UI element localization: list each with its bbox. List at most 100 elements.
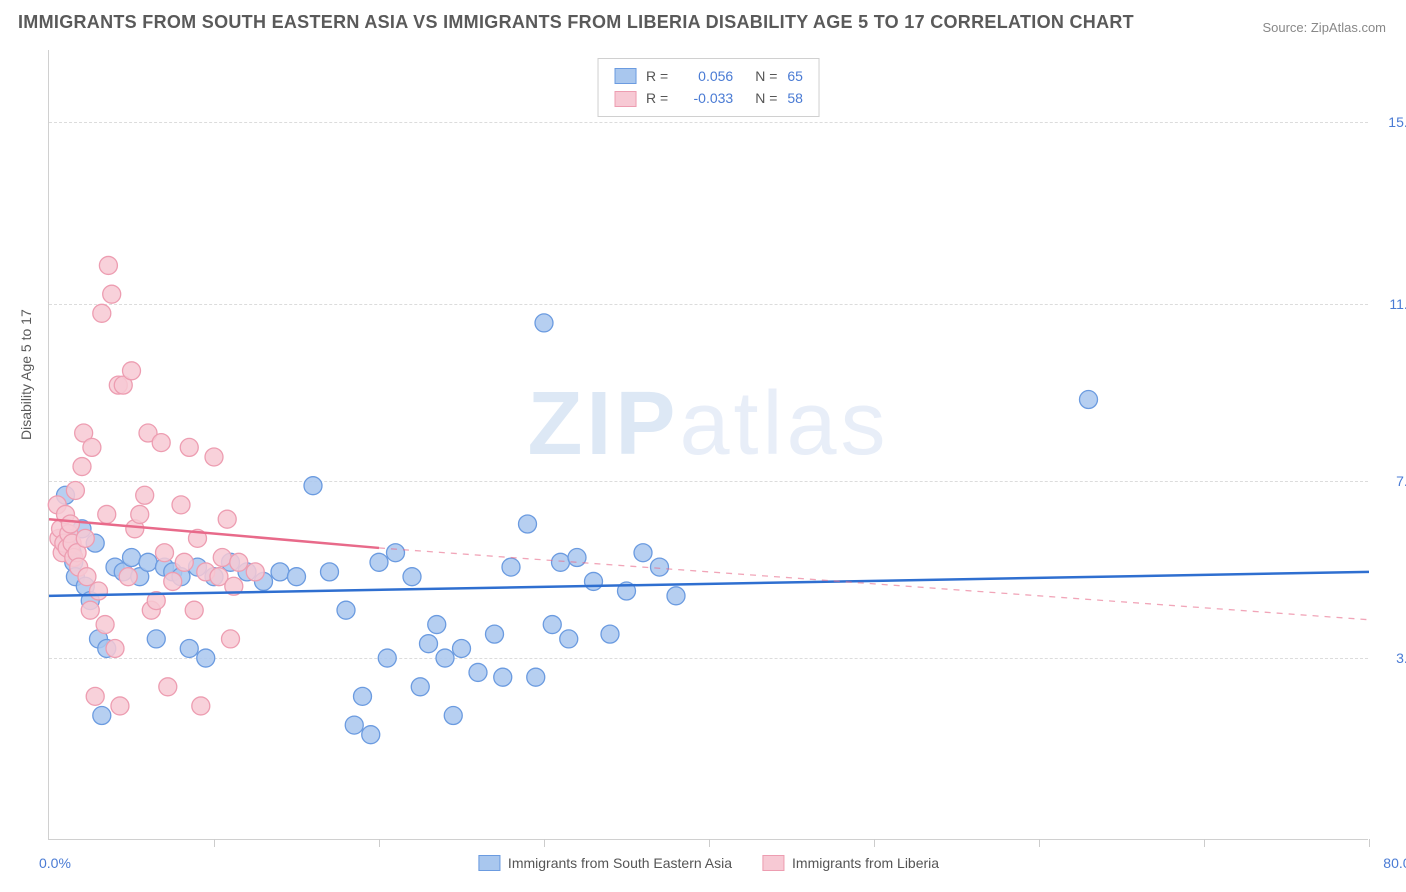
- scatter-point: [337, 601, 355, 619]
- x-tick: [1369, 839, 1370, 847]
- scatter-point: [197, 649, 215, 667]
- chart-canvas: [49, 50, 1368, 839]
- scatter-point: [180, 639, 198, 657]
- legend-swatch: [614, 91, 636, 107]
- scatter-point: [453, 639, 471, 657]
- scatter-point: [387, 544, 405, 562]
- scatter-point: [86, 687, 104, 705]
- scatter-point: [123, 362, 141, 380]
- scatter-point: [552, 553, 570, 571]
- scatter-point: [218, 510, 236, 528]
- series-legend-item: Immigrants from Liberia: [762, 855, 939, 871]
- scatter-point: [73, 458, 91, 476]
- scatter-point: [99, 256, 117, 274]
- scatter-point: [428, 616, 446, 634]
- x-tick: [214, 839, 215, 847]
- scatter-point: [185, 601, 203, 619]
- scatter-point: [213, 549, 231, 567]
- correlation-legend: R =0.056N =65R =-0.033N =58: [597, 58, 820, 117]
- scatter-point: [519, 515, 537, 533]
- scatter-point: [585, 572, 603, 590]
- scatter-point: [98, 505, 116, 523]
- scatter-point: [271, 563, 289, 581]
- y-tick-label: 3.8%: [1373, 650, 1406, 666]
- scatter-point: [103, 285, 121, 303]
- scatter-point: [370, 553, 388, 571]
- legend-swatch: [478, 855, 500, 871]
- scatter-point: [131, 505, 149, 523]
- x-tick: [1204, 839, 1205, 847]
- scatter-point: [321, 563, 339, 581]
- scatter-point: [486, 625, 504, 643]
- scatter-point: [494, 668, 512, 686]
- scatter-point: [139, 553, 157, 571]
- y-axis-label: Disability Age 5 to 17: [18, 309, 34, 440]
- scatter-point: [175, 553, 193, 571]
- x-tick: [874, 839, 875, 847]
- scatter-point: [304, 477, 322, 495]
- legend-row: R =-0.033N =58: [614, 87, 803, 109]
- trend-line-extrapolation: [379, 548, 1369, 620]
- series-legend: Immigrants from South Eastern Asia Immigr…: [478, 855, 939, 871]
- scatter-point: [444, 707, 462, 725]
- x-tick: [1039, 839, 1040, 847]
- scatter-point: [469, 663, 487, 681]
- scatter-point: [123, 549, 141, 567]
- scatter-point: [560, 630, 578, 648]
- x-tick: [379, 839, 380, 847]
- scatter-point: [96, 616, 114, 634]
- chart-title: IMMIGRANTS FROM SOUTH EASTERN ASIA VS IM…: [18, 12, 1134, 33]
- source-label: Source: ZipAtlas.com: [1262, 20, 1386, 35]
- scatter-point: [354, 687, 372, 705]
- y-tick-label: 15.0%: [1373, 114, 1406, 130]
- scatter-point: [527, 668, 545, 686]
- scatter-point: [222, 630, 240, 648]
- scatter-point: [403, 568, 421, 586]
- scatter-point: [1080, 391, 1098, 409]
- series-legend-item: Immigrants from South Eastern Asia: [478, 855, 732, 871]
- scatter-point: [180, 438, 198, 456]
- legend-r-label: R =: [646, 65, 668, 87]
- series-name: Immigrants from South Eastern Asia: [508, 855, 732, 871]
- scatter-point: [634, 544, 652, 562]
- legend-n-label: N =: [755, 65, 777, 87]
- scatter-point: [156, 544, 174, 562]
- scatter-point: [436, 649, 454, 667]
- scatter-point: [90, 582, 108, 600]
- scatter-point: [164, 572, 182, 590]
- scatter-point: [345, 716, 363, 734]
- scatter-point: [81, 601, 99, 619]
- x-tick: [709, 839, 710, 847]
- legend-swatch: [614, 68, 636, 84]
- scatter-point: [106, 639, 124, 657]
- scatter-point: [147, 630, 165, 648]
- scatter-point: [568, 549, 586, 567]
- scatter-point: [362, 726, 380, 744]
- scatter-point: [667, 587, 685, 605]
- legend-swatch: [762, 855, 784, 871]
- scatter-point: [535, 314, 553, 332]
- x-tick: [544, 839, 545, 847]
- scatter-point: [288, 568, 306, 586]
- legend-r-value: 0.056: [678, 65, 733, 87]
- legend-n-label: N =: [755, 87, 777, 109]
- scatter-point: [651, 558, 669, 576]
- scatter-point: [502, 558, 520, 576]
- x-axis-min-label: 0.0%: [39, 855, 71, 871]
- scatter-point: [61, 515, 79, 533]
- scatter-point: [411, 678, 429, 696]
- series-name: Immigrants from Liberia: [792, 855, 939, 871]
- legend-row: R =0.056N =65: [614, 65, 803, 87]
- scatter-point: [601, 625, 619, 643]
- scatter-point: [246, 563, 264, 581]
- legend-r-label: R =: [646, 87, 668, 109]
- scatter-point: [136, 486, 154, 504]
- scatter-point: [159, 678, 177, 696]
- legend-n-value: 58: [787, 87, 803, 109]
- scatter-point: [420, 635, 438, 653]
- y-tick-label: 11.2%: [1373, 296, 1406, 312]
- plot-area: ZIPatlas R =0.056N =65R =-0.033N =58 Imm…: [48, 50, 1368, 840]
- scatter-point: [205, 448, 223, 466]
- scatter-point: [230, 553, 248, 571]
- x-axis-max-label: 80.0%: [1383, 855, 1406, 871]
